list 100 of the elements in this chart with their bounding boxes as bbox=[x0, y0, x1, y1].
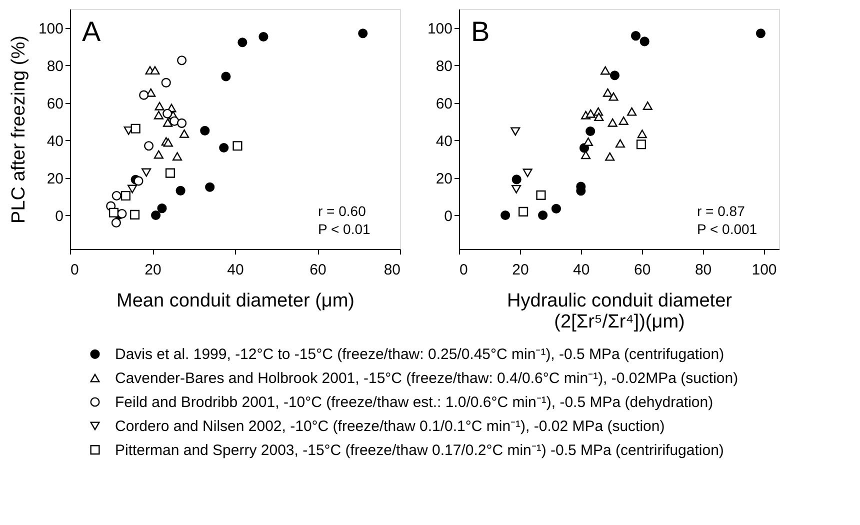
point bbox=[608, 118, 618, 127]
legend-label: Cavender-Bares and Holbrook 2001, -15°C (freeze/thaw: 0.4/0.6°C min⁻¹), -0.02MPa (suction) bbox=[115, 370, 738, 388]
point bbox=[500, 210, 510, 220]
annotation: r = 0.60 bbox=[318, 203, 366, 219]
y-tick-label: 100 bbox=[38, 20, 64, 38]
point bbox=[108, 208, 119, 218]
x-tick-label: 100 bbox=[752, 262, 777, 278]
point bbox=[602, 88, 613, 97]
point bbox=[139, 90, 149, 100]
y-tick-label: 80 bbox=[436, 58, 452, 75]
point bbox=[112, 190, 122, 201]
point bbox=[637, 130, 647, 138]
x-tick-label: 40 bbox=[227, 262, 244, 278]
point bbox=[608, 92, 618, 101]
annotation: r = 0.87 bbox=[697, 203, 746, 219]
x-tick-label: 80 bbox=[384, 262, 400, 278]
annotation: P < 0.01 bbox=[318, 221, 370, 237]
point bbox=[358, 28, 368, 38]
y-tick-label: 60 bbox=[46, 95, 64, 112]
x-tick-label: 20 bbox=[512, 262, 529, 278]
x-tick-label: 40 bbox=[573, 262, 590, 278]
point bbox=[586, 126, 596, 136]
y-tick-label: 20 bbox=[46, 170, 64, 188]
point bbox=[172, 152, 182, 161]
point bbox=[642, 102, 652, 110]
y-axis-title: PLC after freezing (%) bbox=[8, 36, 30, 224]
point bbox=[583, 138, 593, 146]
point bbox=[111, 218, 121, 228]
y-tick-label: 40 bbox=[436, 132, 452, 150]
point bbox=[258, 32, 268, 42]
point bbox=[161, 78, 171, 88]
y-tick-label: 20 bbox=[436, 170, 452, 188]
x-tick-label: 20 bbox=[144, 262, 162, 278]
point bbox=[630, 31, 641, 41]
y-tick-label: 0 bbox=[55, 208, 64, 225]
point bbox=[120, 190, 130, 201]
point bbox=[150, 66, 160, 75]
point bbox=[518, 206, 528, 216]
point bbox=[128, 184, 138, 194]
x-tick-label: 60 bbox=[634, 262, 651, 278]
point bbox=[144, 141, 154, 151]
annotation: P < 0.001 bbox=[697, 221, 758, 237]
annotation: A bbox=[82, 16, 101, 47]
point bbox=[605, 152, 615, 161]
y-tick-label: 100 bbox=[427, 20, 452, 38]
annotation: B bbox=[471, 16, 490, 47]
point bbox=[522, 168, 532, 178]
point bbox=[551, 204, 561, 214]
point bbox=[177, 118, 187, 128]
point bbox=[756, 28, 766, 38]
point bbox=[221, 72, 231, 82]
x-axis-title: Mean conduit diameter (μm) bbox=[116, 290, 354, 312]
y-tick-label: 40 bbox=[46, 132, 64, 150]
point bbox=[134, 176, 144, 186]
point bbox=[157, 204, 167, 214]
point bbox=[238, 38, 248, 48]
point bbox=[165, 168, 176, 178]
x-tick-label: 80 bbox=[694, 262, 712, 278]
point bbox=[151, 210, 161, 220]
legend-label: Davis et al. 1999, -12°C to -15°C (freeze/thaw: 0.25/0.45°C min⁻¹), -0.5 MPa (centrifugation) bbox=[115, 346, 724, 364]
point bbox=[170, 116, 180, 126]
point bbox=[154, 102, 164, 110]
point bbox=[130, 210, 140, 220]
point bbox=[536, 190, 546, 200]
legend-label: Feild and Brodribb 2001, -10°C (freeze/thaw est.: 1.0/0.6°C min⁻¹), -0.5 MPa (dehydration) bbox=[115, 394, 714, 411]
x-tick-label: 60 bbox=[310, 262, 326, 278]
point bbox=[581, 150, 591, 160]
point bbox=[142, 168, 152, 177]
point bbox=[176, 186, 186, 196]
point bbox=[512, 174, 522, 184]
x-tick-label: 0 bbox=[460, 262, 468, 278]
point bbox=[618, 116, 628, 125]
point bbox=[163, 138, 173, 147]
point bbox=[154, 110, 164, 120]
point bbox=[177, 56, 187, 66]
point bbox=[154, 150, 164, 159]
point bbox=[615, 139, 625, 148]
point bbox=[200, 126, 210, 136]
point bbox=[594, 112, 604, 122]
point bbox=[627, 107, 637, 116]
point bbox=[117, 208, 127, 219]
point bbox=[130, 124, 140, 134]
legend-label: Pitterman and Sperry 2003, -15°C (freeze/thaw 0.17/0.2°C min⁻¹) -0.5 MPa (centririfugation) bbox=[115, 442, 724, 459]
point bbox=[179, 129, 190, 138]
point bbox=[510, 127, 520, 136]
point bbox=[205, 182, 215, 192]
point bbox=[512, 184, 522, 194]
point bbox=[219, 142, 229, 153]
point bbox=[162, 118, 173, 127]
x-axis-title: Hydraulic conduit diameter (2[Σr⁵/Σr⁴])(μm) bbox=[507, 290, 733, 332]
legend-label: Cordero and Nilsen 2002, -10°C (freeze/thaw 0.1/0.1°C min⁻¹), -0.02 MPa (suction) bbox=[115, 418, 665, 435]
point bbox=[600, 66, 610, 75]
x-tick-label: 0 bbox=[70, 262, 79, 278]
point bbox=[162, 108, 172, 118]
y-tick-label: 80 bbox=[46, 58, 64, 75]
point bbox=[636, 140, 646, 150]
point bbox=[586, 109, 596, 118]
y-tick-label: 0 bbox=[444, 208, 452, 225]
point bbox=[232, 141, 242, 151]
point bbox=[640, 36, 650, 46]
